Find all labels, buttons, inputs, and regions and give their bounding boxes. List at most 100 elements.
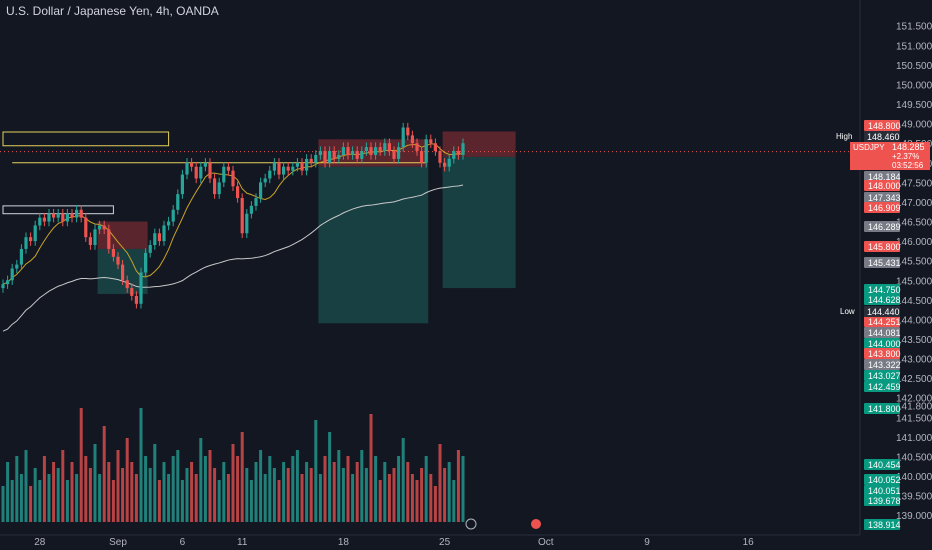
change-text: +2.37% (892, 152, 919, 161)
candle-body (415, 143, 419, 152)
time-tick-label: 9 (644, 537, 650, 548)
candle-body (167, 221, 171, 226)
candle-body (1, 284, 5, 289)
volume-bar (10, 480, 14, 522)
high-value-bg (864, 131, 900, 142)
volume-bar (341, 468, 345, 522)
price-label-bg (864, 257, 900, 268)
candle-body (401, 127, 405, 148)
volume-bar (268, 456, 272, 522)
volume-bar (190, 462, 194, 522)
volume-bar (318, 474, 322, 522)
candle-body (236, 186, 240, 199)
candle-body (153, 233, 157, 246)
volume-bar (387, 474, 391, 522)
price-label-bg (864, 327, 900, 338)
price-tick-label: 144.500 (896, 296, 932, 307)
volume-bar (433, 486, 437, 522)
price-tick-label: 141.000 (896, 433, 932, 444)
volume-bar (1, 486, 5, 522)
price-label-text: 147.343 (868, 193, 901, 203)
candle-body (10, 268, 14, 281)
candle-body (93, 229, 97, 246)
candle-body (429, 139, 433, 144)
volume-bar (116, 450, 120, 522)
volume-bar (364, 468, 368, 522)
candle-body (443, 162, 447, 167)
countdown-text: 03:52:56 (892, 161, 924, 170)
volume-bar (263, 474, 267, 522)
volume-bar (259, 450, 263, 522)
volume-bar (217, 480, 221, 522)
price-tick-label: 144.000 (896, 315, 932, 326)
price-label-text: 142.459 (868, 382, 901, 392)
price-label-bg (864, 338, 900, 349)
price-label-bg (864, 180, 900, 191)
price-label-text: 144.081 (868, 328, 901, 338)
volume-bar (199, 438, 203, 522)
volume-bar (374, 456, 378, 522)
candle-body (180, 174, 184, 195)
price-label-text: 148.000 (868, 181, 901, 191)
volume-bar (93, 444, 97, 522)
candle-body (263, 178, 267, 183)
candle-body (24, 237, 28, 249)
candle-body (323, 151, 327, 163)
price-tick-label: 145.000 (896, 276, 932, 287)
candle-body (19, 248, 23, 265)
candle-body (222, 166, 226, 183)
candle-body (447, 158, 451, 167)
candle-body (355, 151, 359, 159)
price-tick-label: 145.500 (896, 257, 932, 268)
price-label-text: 140.051 (868, 486, 901, 496)
volume-bar (236, 456, 240, 522)
candle-body (438, 151, 442, 163)
candle-body (157, 233, 161, 242)
candle-body (199, 166, 203, 179)
candle-body (295, 162, 299, 167)
candle-body (213, 178, 217, 195)
volume-bar (277, 480, 281, 522)
volume-bar (369, 414, 373, 522)
price-tick-label: 150.000 (896, 80, 932, 91)
time-tick-label: 28 (34, 537, 46, 548)
price-label-bg (864, 284, 900, 295)
candle-body (75, 209, 79, 218)
price-label-text: 140.052 (868, 475, 901, 485)
volume-bar (15, 456, 19, 522)
price-label-text: 145.431 (868, 258, 901, 268)
time-tick-label: Sep (109, 537, 127, 548)
position-stop-zone (442, 156, 516, 289)
volume-bar (148, 468, 152, 522)
candle-body (254, 198, 258, 206)
volume-bar (111, 480, 115, 522)
volume-bar (406, 462, 410, 522)
price-tick-label: 139.500 (896, 492, 932, 503)
candle-body (332, 151, 336, 159)
candle-body (378, 147, 382, 152)
price-label-bg (864, 474, 900, 485)
volume-bar (245, 468, 249, 522)
volume-bar (6, 462, 10, 522)
volume-bar (295, 450, 299, 522)
time-tick-label: 6 (180, 537, 186, 548)
candle-body (88, 237, 92, 246)
volume-bar (52, 462, 56, 522)
volume-bar (452, 480, 456, 522)
price-label-text: 138.914 (868, 520, 901, 530)
candle-body (420, 151, 424, 163)
volume-bar (392, 468, 396, 522)
volume-bar (208, 450, 212, 522)
volume-bar (286, 468, 290, 522)
price-label-bg (864, 403, 900, 414)
price-label-bg (864, 316, 900, 327)
candle-body (309, 158, 313, 163)
volume-bar (29, 486, 33, 522)
candle-body (314, 154, 318, 163)
price-tick-label: 140.500 (896, 452, 932, 463)
volume-bar (240, 432, 244, 522)
volume-bar (185, 468, 189, 522)
symbol-label: USDJPY (853, 143, 885, 152)
